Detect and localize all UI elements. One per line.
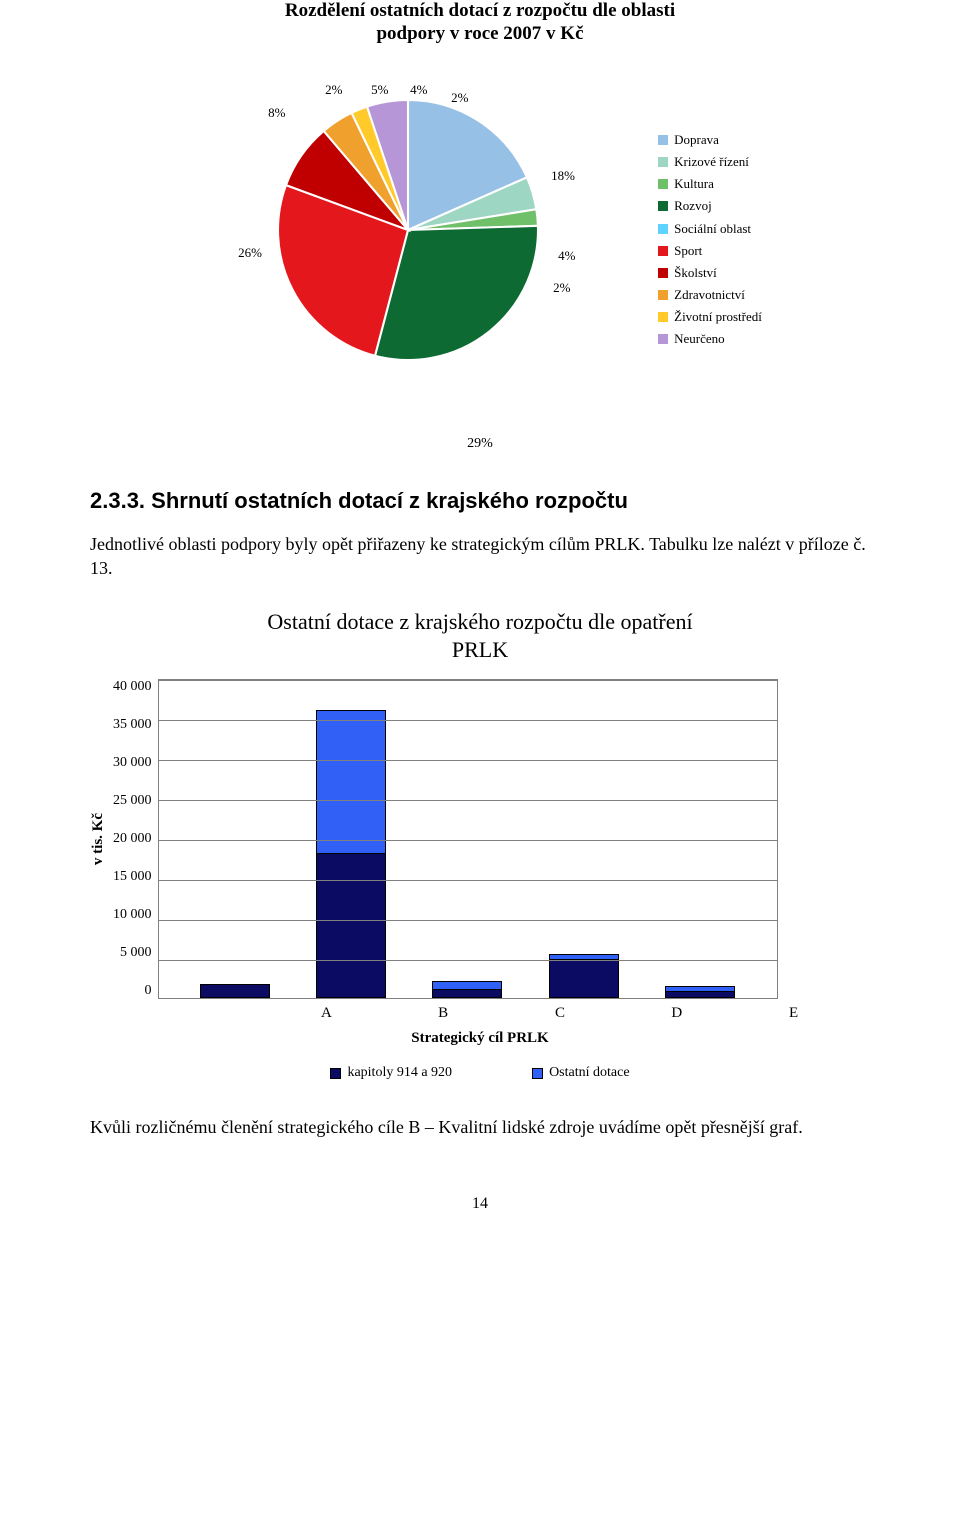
legend-swatch bbox=[658, 179, 668, 189]
y-tick: 35 000 bbox=[113, 717, 152, 733]
pie-pct-2b: 2% bbox=[451, 90, 468, 106]
legend-swatch bbox=[658, 157, 668, 167]
x-tick: A bbox=[291, 1005, 361, 1022]
bar-title: Ostatní dotace z krajského rozpočtu dle … bbox=[90, 608, 870, 663]
legend-label: Rozvoj bbox=[674, 195, 712, 217]
bar-segment-lower bbox=[432, 990, 502, 998]
bar-legend-label: Ostatní dotace bbox=[549, 1065, 629, 1081]
pie-chart bbox=[278, 100, 538, 360]
pie-legend-item: Neurčeno bbox=[658, 328, 762, 350]
bar-title-l2: PRLK bbox=[452, 637, 508, 662]
bar-column bbox=[665, 986, 735, 998]
bar-y-ticks: 40 000 35 000 30 000 25 000 20 000 15 000 10 0… bbox=[113, 679, 158, 999]
legend-label: Zdravotnictví bbox=[674, 284, 745, 306]
pie-chart-block: 2% 5% 4% 2% 8% 18% 4% 2% 26% DopravaKriz… bbox=[90, 50, 870, 430]
legend-swatch bbox=[658, 246, 668, 256]
pie-wrap: 2% 5% 4% 2% 8% 18% 4% 2% 26% bbox=[198, 50, 618, 430]
pie-legend: DopravaKrizové řízeníKulturaRozvojSociál… bbox=[658, 129, 762, 350]
legend-label: Sociální oblast bbox=[674, 218, 751, 240]
body-p2: Kvůli rozličnému členění strategického c… bbox=[90, 1115, 870, 1139]
bar-segment-lower bbox=[665, 992, 735, 998]
y-tick: 25 000 bbox=[113, 793, 152, 809]
pie-pct-26: 26% bbox=[238, 245, 262, 261]
pie-legend-item: Zdravotnictví bbox=[658, 284, 762, 306]
section-heading: 2.3.3. Shrnutí ostatních dotací z krajsk… bbox=[90, 488, 870, 514]
y-tick: 30 000 bbox=[113, 755, 152, 771]
bar-plot bbox=[158, 679, 778, 999]
x-tick: B bbox=[408, 1005, 478, 1022]
bar-x-ticks: A B C D E bbox=[250, 999, 870, 1022]
pie-pct-8: 8% bbox=[268, 105, 285, 121]
pie-pct-5: 4% bbox=[410, 82, 427, 98]
legend-label: Sport bbox=[674, 240, 702, 262]
legend-label: Neurčeno bbox=[674, 328, 725, 350]
bar-segment-upper bbox=[432, 981, 502, 991]
legend-swatch bbox=[658, 290, 668, 300]
legend-swatch bbox=[658, 268, 668, 278]
body-p1: Jednotlivé oblasti podpory byly opět při… bbox=[90, 532, 870, 581]
pie-legend-item: Rozvoj bbox=[658, 195, 762, 217]
bar-y-label: v tis. Kč bbox=[90, 813, 107, 865]
bar-segment-upper bbox=[316, 710, 386, 854]
pie-pct-4a: 2% bbox=[325, 82, 342, 98]
bar-title-l1: Ostatní dotace z krajského rozpočtu dle … bbox=[267, 609, 692, 634]
bar-legend-swatch bbox=[532, 1068, 543, 1079]
y-tick: 0 bbox=[145, 983, 152, 999]
y-tick: 15 000 bbox=[113, 869, 152, 885]
y-tick: 5 000 bbox=[120, 945, 152, 961]
pie-legend-item: Sport bbox=[658, 240, 762, 262]
pie-legend-item: Krizové řízení bbox=[658, 151, 762, 173]
pie-title-l2: podpory v roce 2007 v Kč bbox=[376, 23, 583, 44]
bar-legend-item: Ostatní dotace bbox=[532, 1065, 629, 1081]
legend-swatch bbox=[658, 201, 668, 211]
x-tick: D bbox=[642, 1005, 712, 1022]
bar-legend-swatch bbox=[330, 1068, 341, 1079]
page-number: 14 bbox=[90, 1195, 870, 1213]
bars-layer bbox=[159, 680, 777, 998]
legend-label: Školství bbox=[674, 262, 717, 284]
bar-column bbox=[316, 710, 386, 998]
legend-swatch bbox=[658, 312, 668, 322]
pie-pct-29: 29% bbox=[90, 436, 870, 452]
bar-column bbox=[432, 981, 502, 999]
legend-label: Krizové řízení bbox=[674, 151, 749, 173]
legend-swatch bbox=[658, 224, 668, 234]
bar-segment-lower bbox=[549, 960, 619, 998]
pie-legend-item: Školství bbox=[658, 262, 762, 284]
bar-legend-item: kapitoly 914 a 920 bbox=[330, 1065, 452, 1081]
bar-x-label: Strategický cíl PRLK bbox=[90, 1030, 870, 1047]
legend-swatch bbox=[658, 135, 668, 145]
bar-segment-lower bbox=[200, 984, 270, 998]
pie-pct-2a: 5% bbox=[371, 82, 388, 98]
bar-segment-lower bbox=[316, 854, 386, 998]
pie-pct-2c: 2% bbox=[553, 280, 570, 296]
x-tick: C bbox=[525, 1005, 595, 1022]
pie-title-l1: Rozdělení ostatních dotací z rozpočtu dl… bbox=[285, 0, 675, 21]
pie-title: Rozdělení ostatních dotací z rozpočtu dl… bbox=[90, 0, 870, 46]
pie-legend-item: Doprava bbox=[658, 129, 762, 151]
y-tick: 40 000 bbox=[113, 679, 152, 695]
legend-label: Životní prostředí bbox=[674, 306, 762, 328]
legend-label: Doprava bbox=[674, 129, 719, 151]
bar-legend-label: kapitoly 914 a 920 bbox=[347, 1065, 452, 1081]
pie-pct-4b: 4% bbox=[558, 248, 575, 264]
bar-column bbox=[200, 984, 270, 998]
legend-swatch bbox=[658, 334, 668, 344]
bar-legend: kapitoly 914 a 920 Ostatní dotace bbox=[90, 1065, 870, 1081]
bar-chart-block: Ostatní dotace z krajského rozpočtu dle … bbox=[90, 608, 870, 1081]
pie-legend-item: Životní prostředí bbox=[658, 306, 762, 328]
x-tick: E bbox=[759, 1005, 829, 1022]
y-tick: 20 000 bbox=[113, 831, 152, 847]
pie-legend-item: Kultura bbox=[658, 173, 762, 195]
pie-legend-item: Sociální oblast bbox=[658, 218, 762, 240]
y-tick: 10 000 bbox=[113, 907, 152, 923]
pie-pct-18: 18% bbox=[551, 168, 575, 184]
legend-label: Kultura bbox=[674, 173, 714, 195]
